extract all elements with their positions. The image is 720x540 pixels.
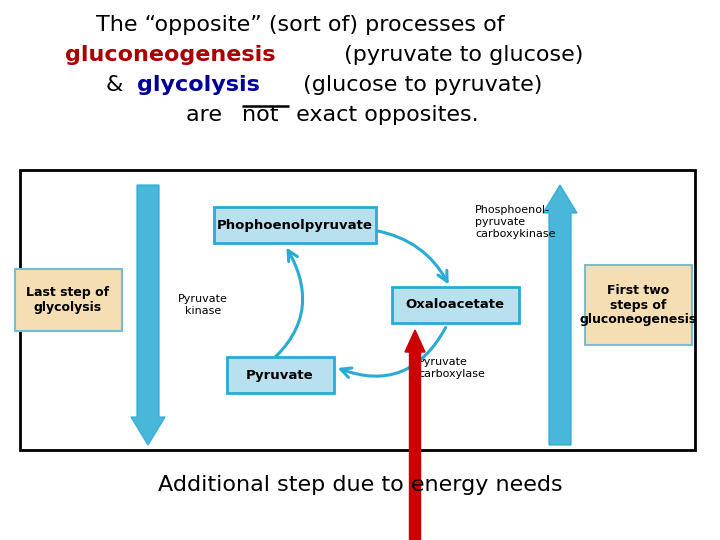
Text: (pyruvate to glucose): (pyruvate to glucose) xyxy=(337,45,583,65)
FancyArrow shape xyxy=(543,185,577,445)
Text: Pyruvate
kinase: Pyruvate kinase xyxy=(178,294,228,316)
Text: Last step of
glycolysis: Last step of glycolysis xyxy=(27,286,109,314)
FancyArrow shape xyxy=(131,185,165,445)
Text: First two
steps of
gluconeogenesis: First two steps of gluconeogenesis xyxy=(580,284,697,327)
Text: Additional step due to energy needs: Additional step due to energy needs xyxy=(158,475,562,495)
Text: exact opposites.: exact opposites. xyxy=(289,105,479,125)
FancyBboxPatch shape xyxy=(227,357,333,393)
Text: The “opposite” (sort of) processes of: The “opposite” (sort of) processes of xyxy=(96,15,505,35)
Text: gluconeogenesis: gluconeogenesis xyxy=(66,45,276,65)
Text: Oxaloacetate: Oxaloacetate xyxy=(405,299,505,312)
Text: Phosphoenol-
pyruvate
carboxykinase: Phosphoenol- pyruvate carboxykinase xyxy=(475,205,556,239)
Text: glycolysis: glycolysis xyxy=(138,75,261,95)
FancyBboxPatch shape xyxy=(392,287,518,323)
Bar xyxy=(20,170,695,450)
Text: (glucose to pyruvate): (glucose to pyruvate) xyxy=(296,75,542,95)
FancyBboxPatch shape xyxy=(14,269,122,331)
Text: not: not xyxy=(242,105,279,125)
FancyArrow shape xyxy=(405,330,425,540)
FancyBboxPatch shape xyxy=(214,207,376,243)
Text: Pyruvate
carboxylase: Pyruvate carboxylase xyxy=(418,357,485,379)
Text: &: & xyxy=(106,75,130,95)
Text: are: are xyxy=(186,105,230,125)
Text: Phophoenolpyruvate: Phophoenolpyruvate xyxy=(217,219,373,232)
Text: Pyruvate: Pyruvate xyxy=(246,368,314,381)
FancyBboxPatch shape xyxy=(585,265,691,345)
